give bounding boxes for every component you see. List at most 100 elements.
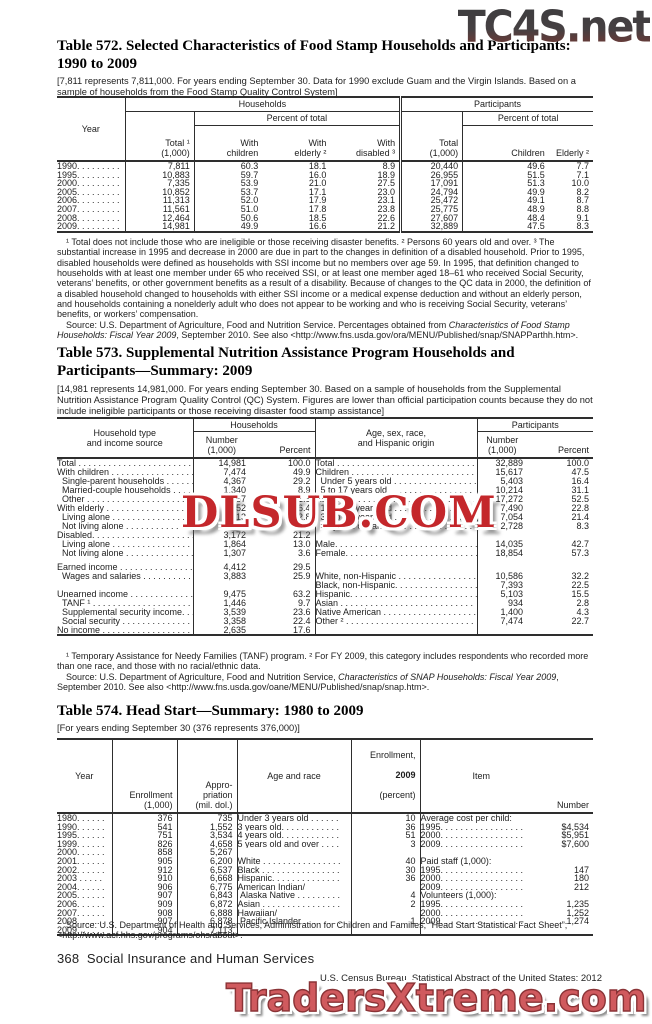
cell: 905 [157,856,173,866]
table-row: 2009. . . . . . . . . 14,981 49.9 16.6 21.2 3… [57,222,593,232]
cell: 9,475 [192,589,250,599]
cell: 1,864 [192,539,250,550]
cell [476,625,527,636]
cell: 1,235 [566,899,589,909]
cell: 17.6 [292,625,311,635]
cell: 8.9 [297,485,311,495]
cell: 100.0 [527,457,593,468]
row-label: 2001. . . . . . [57,856,113,866]
cell: 14,981 [192,457,250,468]
cell: 1,552 [176,822,237,832]
cell: 17.9 [308,196,327,205]
cell: Total . . . . . . . . . . . . . . . . . … [314,457,477,468]
cell [527,563,593,572]
row-label: 2009. . . . . . [57,925,113,936]
row-label: With children . . . . . . . . . . . . . … [57,467,193,477]
cell: 52.0 [193,196,263,205]
cell: 4,412 [192,562,250,572]
row-label: 1980. . . . . . [57,812,113,823]
cell: 1,307 [192,549,250,559]
cell: 14,035 [476,539,527,550]
row-label: Earned income . . . . . . . . . . . . . … [57,562,193,572]
cell: White, non-Hispanic . . . . . . . . . . … [314,571,477,581]
cell: 36 [350,822,420,832]
source-text: Source: U.S. Department of Agriculture, … [57,671,559,693]
cell: 100.0 [250,457,315,468]
cell: 907 [157,917,173,926]
table-row: 1990. . . . . . . . . 7,811 60.3 18.1 8.9 20,… [57,160,593,171]
cell: 29.2 [292,476,311,486]
cell: 11,561 [162,204,190,214]
table-row: Not living alone . . . . . . . . . . . .… [57,549,593,559]
row-label: 2005. . . . . . . . . [57,187,126,197]
cell: 18.5 [308,213,327,223]
cell: 2009. . . . . . . . . . . . . . . . . [419,917,542,926]
cell: 7,054 [476,512,527,522]
table-573: Household type and income source Househo… [57,417,593,637]
column-header-elderly: Elderly ² [555,148,589,158]
cell: 27.5 [377,179,396,188]
page-number: 368 [57,951,80,966]
table-572-body: 1990. . . . . . . . . 7,811 60.3 18.1 8.9 20,… [57,160,593,232]
row-label: 2008. . . . . . [57,917,113,926]
cell: 59.7 [193,170,263,180]
cell: 2,635 [192,625,250,636]
table-row: No income . . . . . . . . . . . . . . . … [57,625,593,636]
footnote-text: ¹ Temporary Assistance for Needy Familie… [57,651,589,672]
table-574-note: [For years ending September 30 (376 repr… [57,723,300,733]
cell: 2000. . . . . . . . . . . . . . . . . [419,874,542,883]
cell: 6,200 [176,856,237,866]
table-row: 2007. . . . . . 908 6,888 Hawaiian/2000. . … [57,908,593,918]
table-row: Wages and salaries . . . . . . . . . . .… [57,571,593,581]
watermark-tradersxtreme: TradersXtreme.com [225,975,647,1020]
cell: 2009. . . . . . . . . . . . . . . . . [419,839,542,849]
cell: 32,889 [399,222,463,232]
cell: 51.0 [193,204,263,214]
cell: 26,955 [399,170,463,180]
cell: 8.3 [576,521,589,531]
cell: 212 [573,882,589,892]
row-label: 1995. . . . . . . . . [57,170,126,180]
cell: 22.5 [571,580,589,590]
row-label: 1999. . . . . . [57,839,113,849]
cell: 2,728 [476,521,527,531]
cell: 7.1 [576,170,589,180]
table-row: Black, non-Hispanic. . . . . . . . . . .… [57,580,593,590]
cell: 4 [350,891,420,900]
section-title: Social Insurance and Human Services [86,951,315,966]
cell: 376 [112,812,177,823]
table-row: 1980. . . . . . 376 735 Under 3 years old .… [57,812,593,823]
table-row: Single-parent households . . . . . . . .… [57,476,593,486]
cell: 49.9 [462,187,549,197]
cell: 2000. . . . . . . . . . . . . . . . . [419,908,542,918]
cell: $4,534 [561,822,589,832]
table-row: Not living alone . . . . . . . . . . . .… [57,521,593,531]
cell: 180 [573,874,589,883]
cell: 3,883 [192,571,250,581]
table-row: 2000. . . . . . 858 5,267 [57,848,593,857]
table-573-footnotes: ¹ Temporary Assistance for Needy Familie… [57,651,593,692]
cell [314,530,477,540]
cell: 30 [350,865,420,875]
cell: 51.5 [462,170,549,180]
cell: Hispanic. . . . . . . . . . . . . . . . … [314,589,477,599]
table-row: Total . . . . . . . . . . . . . . . . . … [57,457,593,468]
cell: Paid staff (1,000): [419,856,542,866]
cell: 10,883 [162,170,190,180]
cell: 18,854 [476,549,527,559]
table-row: 2009. . . . . . 904 7,113 [57,925,593,936]
source-text: Source: U.S. Department of Agriculture, … [57,319,579,341]
cell: 5,403 [476,476,527,486]
cell: 50.6 [193,213,263,223]
cell: 60 years old and over . . . . . . . . . … [314,521,477,531]
cell: American Indian/ [236,882,351,892]
cell: 23.8 [377,204,396,214]
row-label: Married-couple households . . . . . . . … [62,485,193,495]
cell: 7,113 [176,925,237,936]
table-572-title: Table 572. Selected Characteristics of F… [57,38,571,72]
table-573-title: Table 573. Supplemental Nutrition Assist… [57,345,515,379]
cell: 22.8 [571,503,589,513]
row-label: 2008. . . . . . . . . [57,213,126,223]
cell: 907 [157,891,173,900]
